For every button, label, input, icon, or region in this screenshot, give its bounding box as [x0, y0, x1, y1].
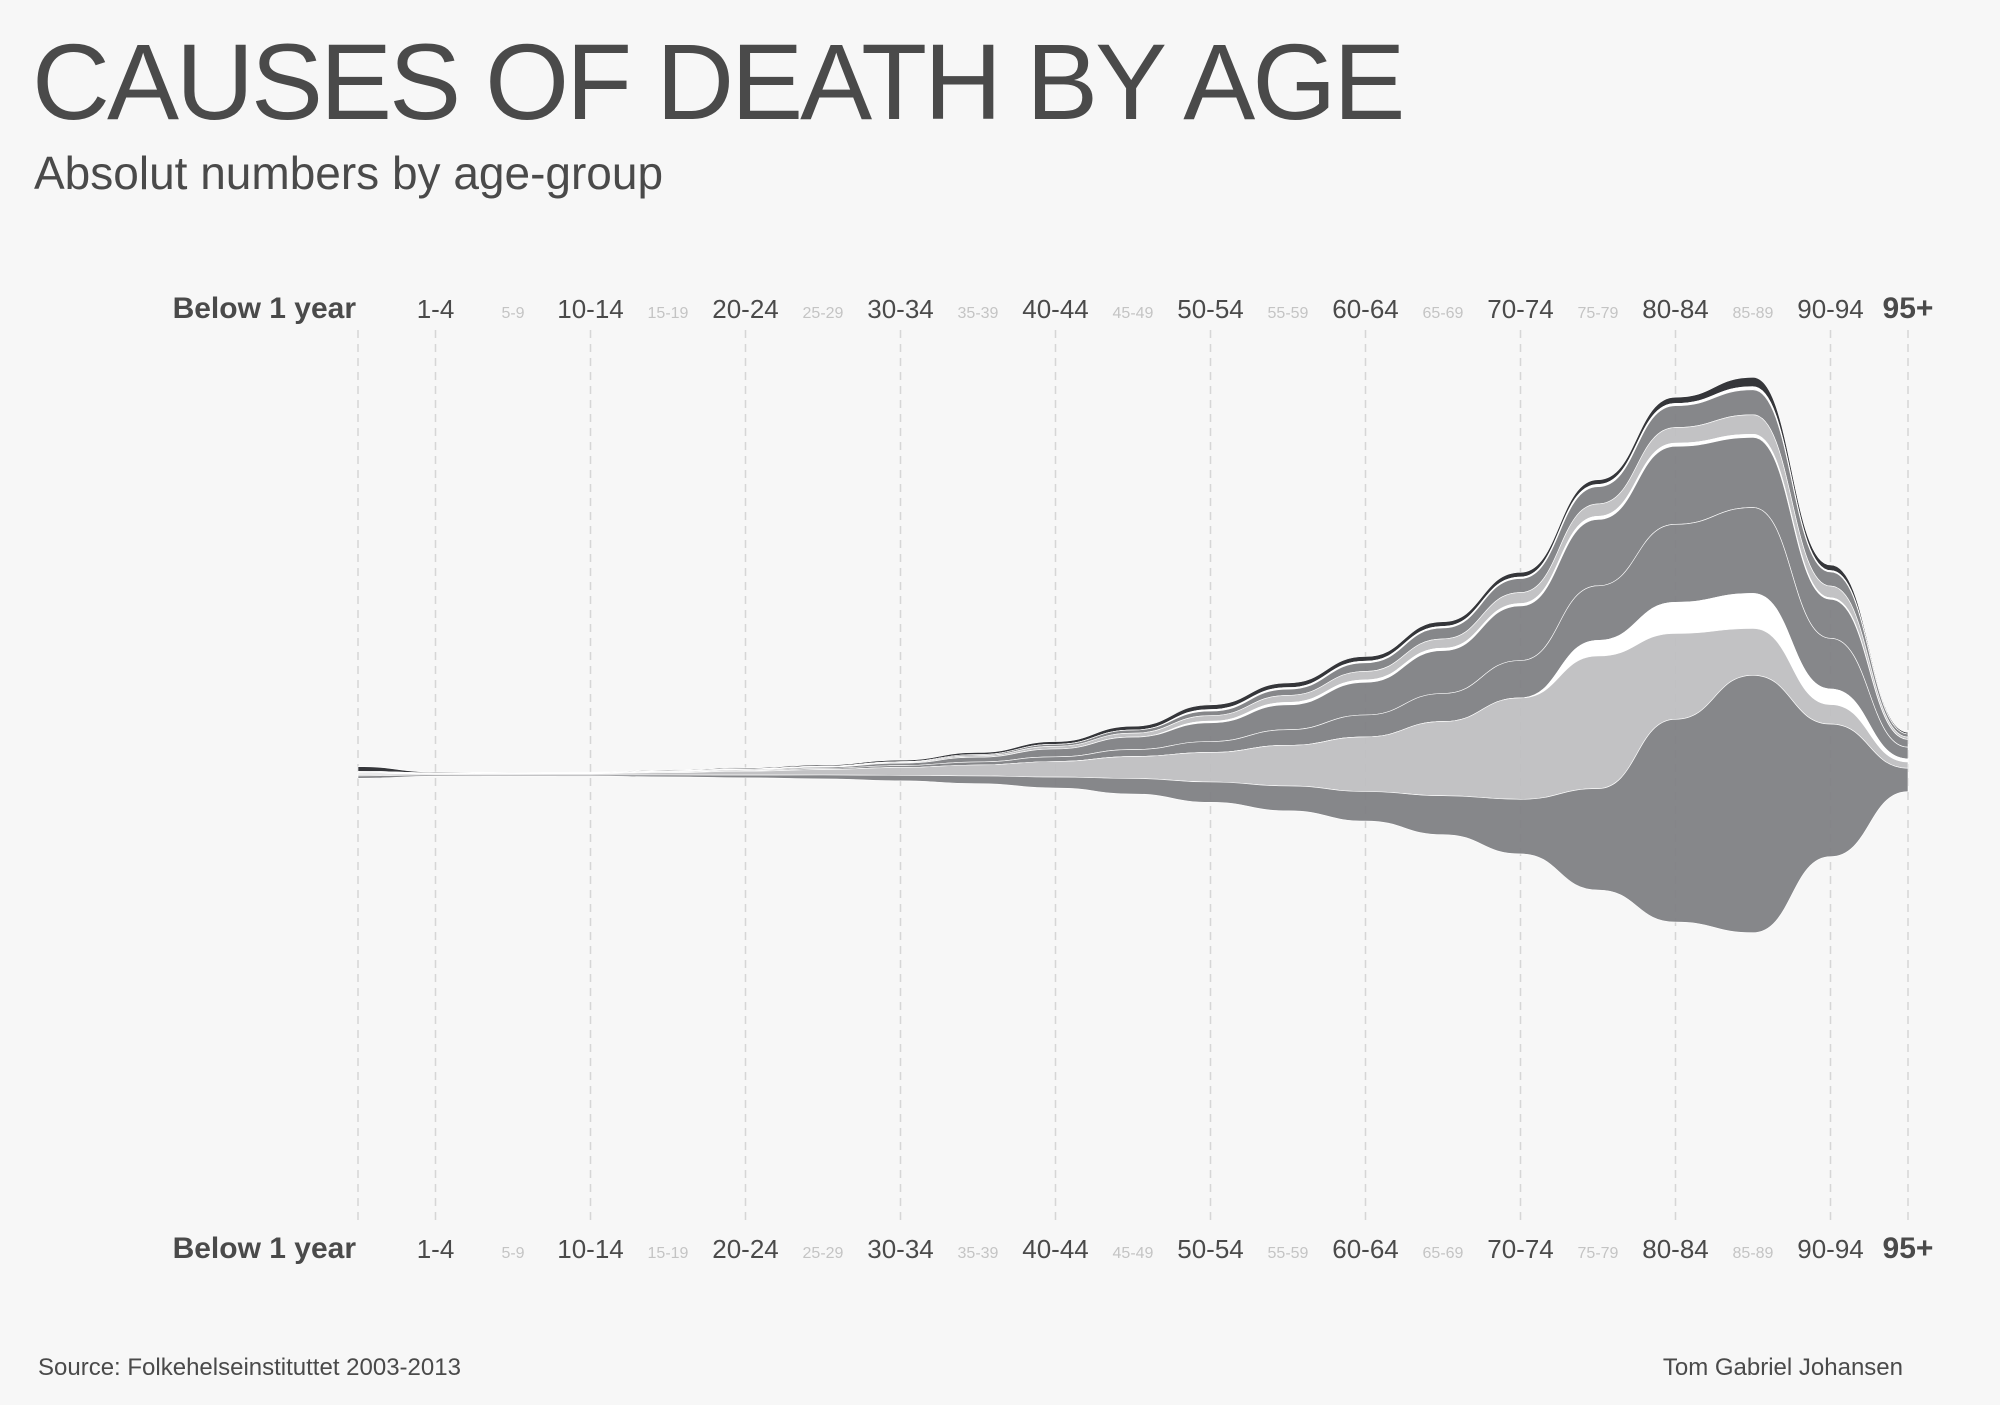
page-subtitle: Absolut numbers by age-group: [34, 147, 664, 199]
bottom-axis-tick-label: 30-34: [867, 1234, 934, 1264]
top-axis-tick-label: 50-54: [1177, 294, 1244, 324]
bottom-axis-tick-label: 1-4: [417, 1234, 455, 1264]
top-axis-tick-label: 55-59: [1268, 305, 1309, 322]
top-axis-tick-label: 65-69: [1423, 305, 1464, 322]
bottom-axis-tick-label: 55-59: [1268, 1245, 1309, 1262]
bottom-axis-tick-label: 65-69: [1423, 1245, 1464, 1262]
bottom-axis-tick-label: Below 1 year: [173, 1232, 357, 1265]
bottom-axis-tick-label: 25-29: [803, 1245, 844, 1262]
top-axis-tick-label: 30-34: [867, 294, 934, 324]
bottom-axis-tick-label: 75-79: [1578, 1245, 1619, 1262]
top-axis-tick-label: 25-29: [803, 305, 844, 322]
top-axis-tick-label: 90-94: [1797, 294, 1864, 324]
top-axis-tick-label: 20-24: [712, 294, 779, 324]
bottom-axis-tick-label: 10-14: [557, 1234, 624, 1264]
page-title: CAUSES OF DEATH BY AGE: [32, 21, 1405, 142]
bottom-axis-tick-label: 60-64: [1332, 1234, 1399, 1264]
bottom-axis-tick-label: 45-49: [1113, 1245, 1154, 1262]
top-axis-tick-label: 80-84: [1642, 294, 1709, 324]
bottom-axis-tick-label: 90-94: [1797, 1234, 1864, 1264]
top-axis-tick-label: 10-14: [557, 294, 624, 324]
top-axis-tick-label: Below 1 year: [173, 292, 357, 325]
bottom-axis-tick-label: 80-84: [1642, 1234, 1709, 1264]
top-axis-tick-label: 70-74: [1487, 294, 1554, 324]
bottom-axis-tick-label: 20-24: [712, 1234, 779, 1264]
bottom-axis-tick-label: 95+: [1883, 1232, 1934, 1265]
gridlines: [357, 330, 1909, 1225]
top-axis-tick-label: 15-19: [648, 305, 689, 322]
bottom-axis-tick-label: 70-74: [1487, 1234, 1554, 1264]
top-axis-tick-label: 75-79: [1578, 305, 1619, 322]
bottom-axis-tick-label: 15-19: [648, 1245, 689, 1262]
top-axis-tick-label: 60-64: [1332, 294, 1399, 324]
stream-band-10: [357, 674, 1909, 934]
bottom-axis-tick-label: 85-89: [1733, 1245, 1774, 1262]
top-axis-tick-label: 45-49: [1113, 305, 1154, 322]
top-axis-tick-label: 95+: [1883, 292, 1934, 325]
top-axis-tick-label: 85-89: [1733, 305, 1774, 322]
top-axis-tick-label: 35-39: [958, 305, 999, 322]
stream-bands: [357, 376, 1909, 934]
bottom-axis-labels: Below 1 year 1-4 5-9 10-14 15-19 20-24 25-29 30…: [173, 1232, 1934, 1265]
top-axis-tick-label: 40-44: [1022, 294, 1089, 324]
source-note: Source: Folkehelseinstituttet 2003-2013: [38, 1354, 461, 1381]
bottom-axis-tick-label: 35-39: [958, 1245, 999, 1262]
top-axis-labels: Below 1 year 1-4 5-9 10-14 15-19 20-24 25-29 30…: [173, 292, 1934, 325]
top-axis-tick-label: 5-9: [501, 305, 524, 322]
bottom-axis-tick-label: 40-44: [1022, 1234, 1089, 1264]
author-credit: Tom Gabriel Johansen: [1662, 1354, 1903, 1381]
bottom-axis-tick-label: 5-9: [501, 1245, 524, 1262]
bottom-axis-tick-label: 50-54: [1177, 1234, 1244, 1264]
top-axis-tick-label: 1-4: [417, 294, 455, 324]
